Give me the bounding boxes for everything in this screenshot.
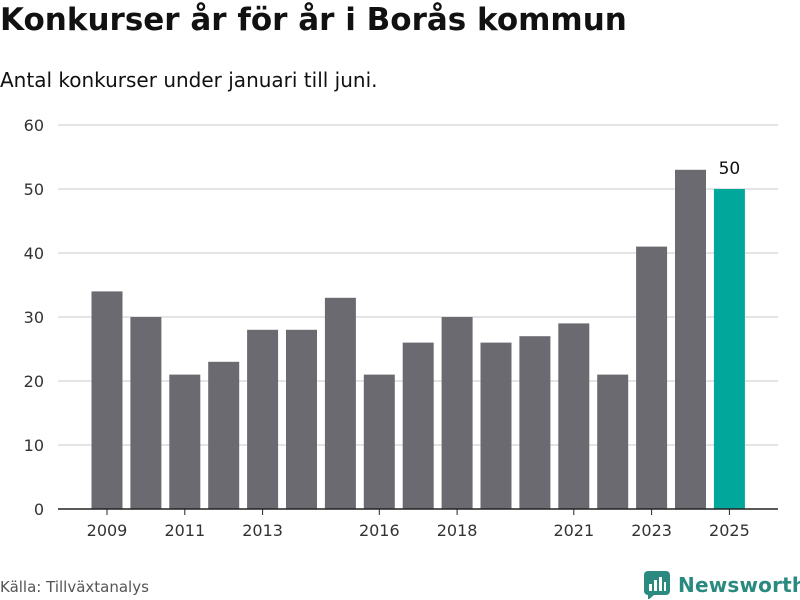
x-tick-label: 2023	[631, 521, 672, 540]
x-tick-label: 2009	[87, 521, 128, 540]
bar	[286, 329, 317, 509]
x-tick-label: 2016	[359, 521, 400, 540]
data-label: 50	[719, 159, 741, 179]
bar	[441, 317, 473, 509]
bar	[675, 169, 706, 510]
y-tick-label: 10	[24, 436, 44, 455]
bar	[597, 374, 629, 509]
bar	[558, 323, 590, 509]
x-tick-label: 2021	[553, 521, 594, 540]
bar	[402, 342, 434, 509]
chart-subtitle: Antal konkurser under januari till juni.	[0, 68, 378, 92]
y-tick-label: 0	[34, 500, 44, 519]
bar	[519, 336, 551, 509]
bar	[247, 329, 279, 509]
source-note: Källa: Tillväxtanalys	[0, 578, 149, 596]
y-tick-label: 50	[24, 180, 44, 199]
y-tick-label: 30	[24, 308, 44, 327]
brand-logo: Newsworthy	[644, 571, 800, 599]
x-tick-label: 2018	[437, 521, 478, 540]
y-tick-label: 20	[24, 372, 44, 391]
bar	[363, 374, 395, 509]
bar-highlight	[713, 189, 745, 509]
y-tick-label: 40	[24, 244, 44, 263]
bar	[169, 374, 201, 509]
chart-title: Konkurser år för år i Borås kommun	[0, 2, 627, 38]
bar	[324, 297, 356, 509]
bar-chart: 0 10 20 30 40 50 60 50 2009 2011 2013 2016 2018 2021 2…	[24, 116, 778, 540]
bar	[130, 317, 162, 509]
bar	[636, 246, 668, 509]
brand-name: Newsworthy	[678, 573, 800, 597]
x-tick-label: 2011	[164, 521, 205, 540]
x-tick-label: 2013	[242, 521, 283, 540]
y-tick-label: 60	[24, 116, 44, 135]
newsworthy-logo-icon	[644, 571, 670, 599]
bar	[91, 291, 123, 509]
bar	[480, 342, 512, 509]
bar	[208, 361, 240, 509]
x-tick-label: 2025	[709, 521, 750, 540]
